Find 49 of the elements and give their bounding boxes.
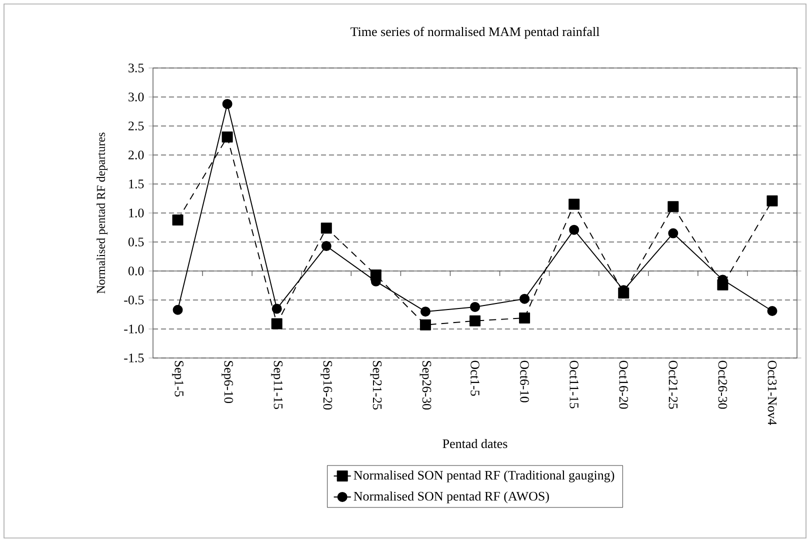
x-tick-label: Sep1-5 xyxy=(172,361,184,397)
point xyxy=(172,304,183,315)
y-tick-label: 3.5 xyxy=(128,64,144,72)
point xyxy=(668,228,678,238)
y-tick-label: 3.0 xyxy=(128,92,144,102)
x-tick-label: Sep26-30 xyxy=(420,361,432,410)
point xyxy=(420,319,431,330)
y-tick-label: 2.0 xyxy=(128,150,144,160)
x-tick-label: Oct31-Nov4 xyxy=(768,360,777,425)
chart-title: Time series of normalised MAM pentad rainfall xyxy=(350,26,600,39)
point xyxy=(767,306,778,316)
y-axis-title: Normalised pentad RF departures xyxy=(96,132,108,294)
point xyxy=(222,98,232,109)
point xyxy=(569,224,580,235)
point xyxy=(320,222,332,234)
point xyxy=(519,312,530,324)
x-axis-title: Pentad dates xyxy=(442,438,508,448)
point xyxy=(271,318,282,330)
point xyxy=(470,315,481,326)
x-tick-label: Oct6-10 xyxy=(520,360,529,402)
x-tick-label: Oct16-20 xyxy=(619,360,628,409)
x-tick-label: Oct21-25 xyxy=(668,360,678,409)
point xyxy=(321,241,332,252)
point xyxy=(668,201,679,212)
x-tick-label: Oct11-15 xyxy=(570,360,578,408)
point xyxy=(766,195,778,206)
y-tick-label: 0.5 xyxy=(128,238,144,246)
x-tick-label: Sep16-20 xyxy=(320,361,332,410)
y-tick-label: -0.5 xyxy=(124,296,144,304)
point xyxy=(568,198,580,210)
point xyxy=(420,306,430,317)
x-tick-label: Sep21-25 xyxy=(370,361,382,410)
x-tick-label: Oct1-5 xyxy=(470,360,480,396)
point xyxy=(470,302,480,312)
x-tick-label: Oct26-30 xyxy=(718,360,728,409)
y-tick-label: 1.5 xyxy=(129,180,144,188)
point xyxy=(222,132,233,143)
y-tick-label: -1.0 xyxy=(124,324,144,334)
point xyxy=(520,294,530,304)
y-tick-label: 1.0 xyxy=(129,208,144,218)
y-tick-label: -1.5 xyxy=(124,354,144,362)
y-tick-label: 2.5 xyxy=(128,122,144,130)
x-tick-label: Sep6-10 xyxy=(222,361,234,404)
legend-label: Normalised SON pentad RF (Traditional gauging) xyxy=(354,470,614,482)
y-tick-label: 0.0 xyxy=(128,266,144,276)
point xyxy=(272,304,282,314)
legend-label: Normalised SON pentad RF (AWOS) xyxy=(354,491,549,504)
point xyxy=(172,214,184,226)
x-tick-label: Sep11-15 xyxy=(271,361,283,410)
